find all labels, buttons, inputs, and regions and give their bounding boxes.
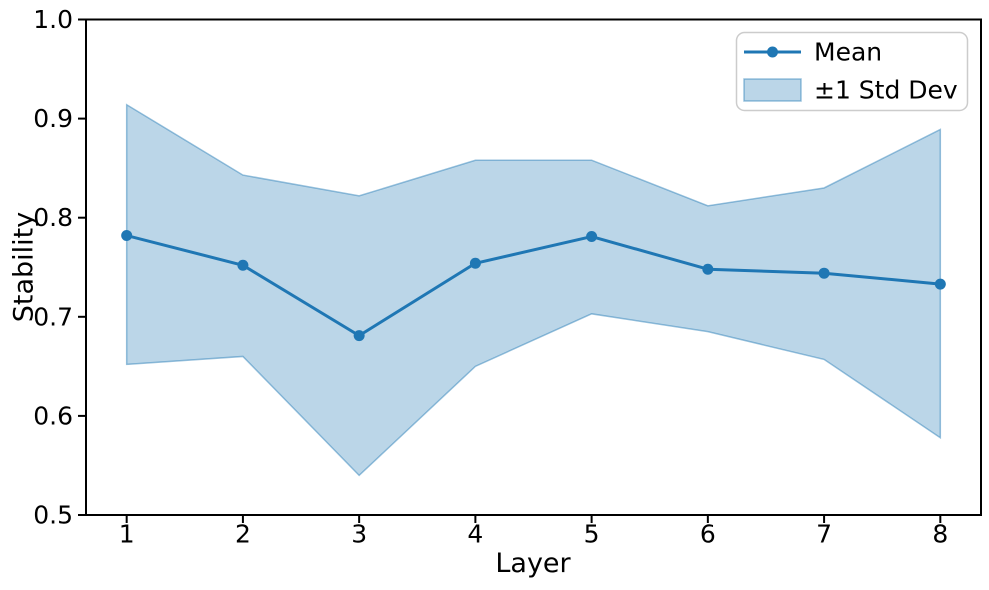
y-tick-label: 0.5 [33, 501, 73, 530]
mean-marker [121, 230, 133, 242]
plot-border [85, 18, 982, 516]
stddev-band-area [125, 103, 942, 477]
mean-marker [237, 259, 249, 271]
x-tick-label: 7 [816, 519, 832, 548]
y-tick-label: 0.7 [33, 302, 73, 331]
mean-marker [818, 267, 830, 279]
x-tick-label: 3 [351, 519, 367, 548]
y-tick-label: 1.0 [33, 5, 73, 34]
legend-mean-marker [767, 46, 778, 58]
x-tick-label: 4 [467, 519, 483, 548]
x-tick-label: 5 [584, 519, 600, 548]
legend-label-mean: Mean [814, 38, 882, 67]
mean-marker [934, 278, 946, 290]
y-tick-label: 0.8 [33, 203, 73, 232]
tick-layer: 0.5 0.6 0.7 0.8 0.9 1.0 1 2 3 4 5 6 7 8 [33, 5, 948, 548]
x-tick-label: 8 [932, 519, 948, 548]
y-axis-label: Stability [9, 212, 40, 323]
mean-marker [702, 263, 714, 275]
mean-marker [469, 257, 481, 269]
legend-label-stddev: ±1 Std Dev [814, 76, 958, 105]
x-axis-label: Layer [495, 548, 571, 579]
stddev-band-layer [125, 103, 942, 477]
x-tick-label: 6 [700, 519, 716, 548]
x-tick-label: 2 [235, 519, 251, 548]
mean-line [125, 234, 942, 338]
mean-marker [586, 231, 598, 243]
mean-marker [353, 330, 365, 342]
legend-stddev-patch-sample [743, 78, 802, 102]
y-tick-label: 0.6 [33, 401, 73, 430]
x-tick-label: 1 [119, 519, 135, 548]
y-tick-label: 0.9 [33, 104, 73, 133]
mean-line-layer [121, 230, 946, 342]
legend: Mean ±1 Std Dev [735, 31, 969, 112]
